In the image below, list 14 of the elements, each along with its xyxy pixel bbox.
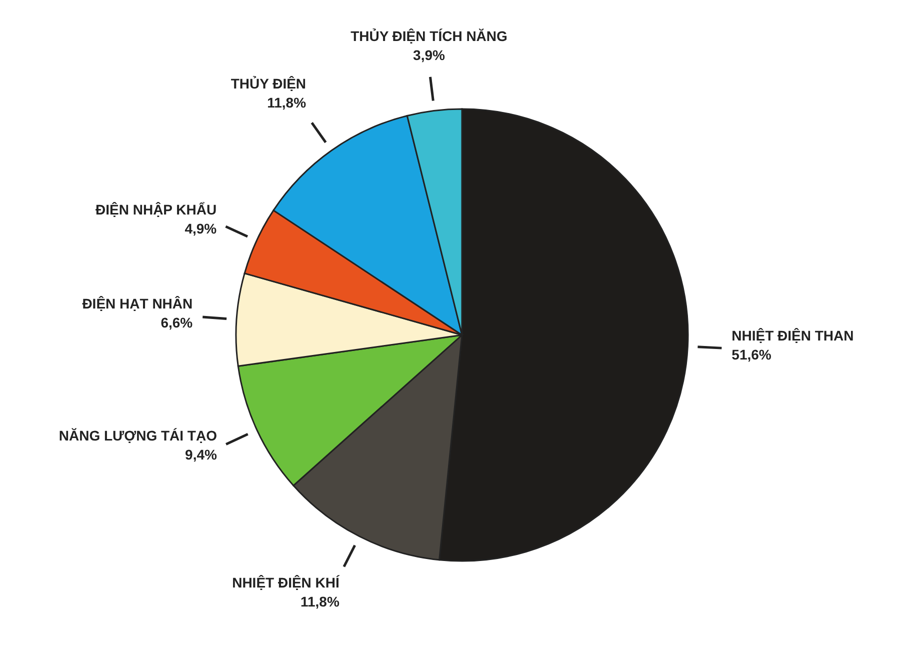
data-label: 9,4% <box>185 446 218 462</box>
slice-label: ĐIỆN NHẬP KHẨU <box>96 201 217 218</box>
slice-label: THỦY ĐIỆN TÍCH NĂNG <box>350 28 508 44</box>
slice-label: THỦY ĐIỆN <box>230 76 306 92</box>
data-label: 3,9% <box>413 47 446 64</box>
slice-label: NĂNG LƯỢNG TÁI TẠO <box>58 427 218 444</box>
data-label: 51,6% <box>732 346 772 363</box>
data-label: 4,9% <box>184 220 218 236</box>
slice-label: ĐIỆN HẠT NHÂN <box>82 295 193 312</box>
data-label: 11,8% <box>300 594 340 610</box>
slice-label: NHIỆT ĐIỆN THAN <box>732 328 854 344</box>
data-label: 11,8% <box>267 94 307 111</box>
data-label: 6,6% <box>160 314 194 330</box>
slice-label: NHIỆT ĐIỆN KHÍ <box>232 574 341 591</box>
